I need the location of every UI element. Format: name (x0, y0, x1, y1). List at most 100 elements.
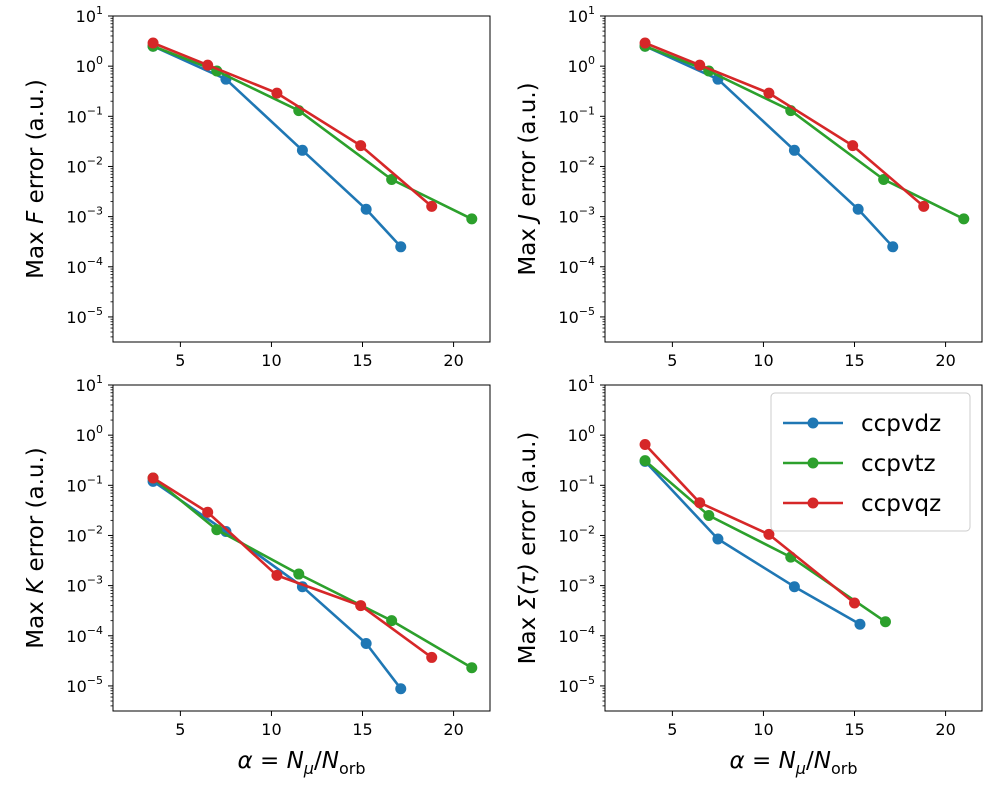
data-point-ccpvtz (211, 524, 223, 536)
data-point-ccpvtz (639, 455, 651, 467)
data-point-ccpvdz (395, 241, 407, 253)
legend-marker-ccpvdz (807, 417, 819, 429)
x-tick-label: 20 (443, 720, 463, 739)
y-tick-label: 101 (568, 4, 595, 26)
data-point-ccpvtz (466, 213, 478, 225)
data-point-ccpvdz (395, 683, 407, 695)
y-tick-label: 10−2 (558, 154, 595, 176)
legend-frame (770, 392, 971, 532)
x-tick-label: 15 (352, 351, 372, 370)
series-line-ccpvdz (152, 480, 402, 690)
y-tick-label: 10−1 (558, 473, 595, 495)
x-tick-label: 15 (352, 720, 372, 739)
series-line-ccpvtz (152, 476, 473, 669)
series-line-ccpvdz (644, 460, 861, 626)
y-tick-label: 10−5 (558, 674, 595, 696)
series-line-ccpvtz (644, 44, 965, 221)
x-tick-label: 10 (753, 351, 773, 370)
chart-panel-1: 5 10 15 20 10−5 10−4 10−3 10−2 10−1 100 101 Max F e… (23, 4, 491, 370)
chart-panel-2: 5 10 15 20 10−5 10−4 10−3 10−2 10−1 100 101 Max J e… (515, 4, 983, 370)
y-axis-label: Max F error (a.u.) (23, 79, 49, 279)
data-point-ccpvqz (426, 200, 438, 212)
data-point-ccpvqz (849, 597, 861, 609)
y-tick-label: 101 (76, 373, 103, 395)
data-point-ccpvtz (879, 616, 891, 628)
chart-panel-4: 5 10 15 20 10−5 10−4 10−3 10−2 10−1 100 101 Max Σ(τ… (515, 373, 983, 778)
data-point-ccpvqz (694, 59, 706, 71)
data-point-ccpvqz (763, 87, 775, 99)
data-point-ccpvqz (355, 600, 367, 612)
y-tick-label: 10−5 (66, 305, 103, 327)
data-point-ccpvtz (293, 568, 305, 580)
series-line-ccpvtz (152, 44, 473, 221)
data-point-ccpvdz (712, 533, 724, 545)
x-tick-label: 10 (261, 351, 281, 370)
x-tick-label: 10 (261, 720, 281, 739)
data-point-ccpvqz (426, 651, 438, 663)
y-tick-label: 100 (76, 423, 103, 445)
data-point-ccpvqz (639, 439, 651, 451)
data-point-ccpvdz (360, 203, 372, 215)
legend-label-ccpvdz: ccpvdz (861, 411, 941, 437)
data-point-ccpvqz (847, 140, 859, 152)
y-tick-label: 10−4 (66, 624, 103, 646)
y-tick-label: 10−3 (558, 574, 595, 596)
y-tick-label: 101 (568, 373, 595, 395)
data-point-ccpvtz (878, 173, 890, 185)
data-point-ccpvtz (466, 662, 478, 674)
data-point-ccpvdz (296, 144, 308, 156)
series-line-ccpvqz (152, 476, 433, 659)
x-tick-label: 5 (667, 351, 677, 370)
axes-frame (112, 15, 491, 343)
x-tick-label: 20 (935, 351, 955, 370)
data-point-ccpvqz (763, 528, 775, 540)
data-point-ccpvdz (887, 241, 899, 253)
y-tick-label: 10−1 (558, 104, 595, 126)
x-tick-label: 5 (667, 720, 677, 739)
y-tick-label: 10−4 (66, 255, 103, 277)
data-point-ccpvdz (854, 618, 866, 630)
data-point-ccpvdz (360, 638, 372, 650)
y-tick-label: 10−3 (558, 205, 595, 227)
y-tick-label: 101 (76, 4, 103, 26)
axes-frame (604, 15, 983, 343)
y-tick-label: 10−2 (66, 154, 103, 176)
y-tick-label: 100 (568, 423, 595, 445)
data-point-ccpvdz (852, 203, 864, 215)
x-axis-label: α = Nμ/Norb (730, 748, 858, 778)
x-tick-label: 20 (935, 720, 955, 739)
data-point-ccpvdz (788, 144, 800, 156)
y-tick-label: 10−2 (558, 523, 595, 545)
y-tick-label: 100 (568, 54, 595, 76)
y-tick-label: 10−2 (66, 523, 103, 545)
data-point-ccpvqz (147, 472, 159, 484)
data-point-ccpvqz (918, 200, 930, 212)
data-point-ccpvtz (386, 173, 398, 185)
legend-marker-ccpvqz (807, 497, 819, 509)
y-tick-label: 10−1 (66, 104, 103, 126)
data-point-ccpvqz (202, 506, 214, 518)
y-axis-label: Max K error (a.u.) (23, 447, 49, 649)
y-tick-label: 100 (76, 54, 103, 76)
y-tick-label: 10−3 (66, 205, 103, 227)
y-tick-label: 10−4 (558, 624, 595, 646)
x-tick-label: 10 (753, 720, 773, 739)
series-line-ccpvqz (644, 443, 856, 605)
data-point-ccpvtz (958, 213, 970, 225)
y-tick-label: 10−3 (66, 574, 103, 596)
data-point-ccpvqz (271, 87, 283, 99)
y-axis-label: Max Σ(τ) error (a.u.) (515, 432, 541, 665)
data-point-ccpvdz (788, 581, 800, 593)
x-tick-label: 20 (443, 351, 463, 370)
x-axis-label: α = Nμ/Norb (238, 748, 366, 778)
data-point-ccpvqz (639, 37, 651, 49)
legend-label-ccpvtz: ccpvtz (861, 451, 936, 477)
y-tick-label: 10−1 (66, 473, 103, 495)
data-point-ccpvtz (703, 510, 715, 522)
x-tick-label: 15 (844, 351, 864, 370)
x-tick-label: 5 (175, 351, 185, 370)
data-point-ccpvqz (271, 569, 283, 581)
x-tick-label: 15 (844, 720, 864, 739)
y-tick-label: 10−4 (558, 255, 595, 277)
